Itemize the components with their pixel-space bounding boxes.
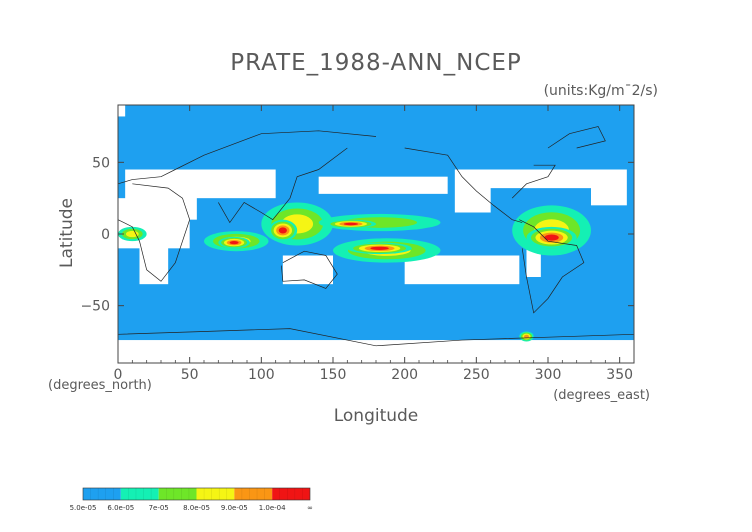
y-axis-label: Latitude xyxy=(57,198,77,268)
dry-region-3 xyxy=(125,169,197,220)
x-tick-label-350: 350 xyxy=(606,367,633,383)
dry-region-4 xyxy=(189,169,276,199)
y-unit-label: (degrees_north) xyxy=(48,378,152,393)
colorbar-label-4: 9.0e-05 xyxy=(221,504,248,512)
coastline-8 xyxy=(547,126,606,149)
coastline-2 xyxy=(218,147,348,224)
colorbar-frame xyxy=(82,487,311,501)
dry-region-5 xyxy=(139,245,169,285)
precip-region-3-level-5 xyxy=(278,227,287,234)
precip-region-10-level-3 xyxy=(125,230,139,238)
coastline-5 xyxy=(519,219,585,314)
dry-region-13 xyxy=(404,255,520,285)
x-tick-label-300: 300 xyxy=(535,367,562,383)
units-label: (units:Kg/m¯2/s) xyxy=(544,83,658,99)
colorbar-swatch-2 xyxy=(158,488,197,500)
precip-region-1-level-5 xyxy=(229,240,239,245)
x-tick-label-0: 0 xyxy=(114,367,123,383)
y-tick-label-0: 0 xyxy=(101,227,110,243)
colorbar-label-5: 1.0e-04 xyxy=(259,504,286,512)
coastline-7 xyxy=(117,328,635,347)
precip-region-11-level-4 xyxy=(524,334,529,339)
colorbar-swatch-0 xyxy=(83,488,121,500)
dry-region-12 xyxy=(591,169,627,206)
y-axis: −50 0 50 xyxy=(80,155,634,315)
coastlines xyxy=(117,126,635,347)
dry-region-0 xyxy=(118,105,126,117)
precip-region-9-level-5 xyxy=(544,234,559,241)
y-tick-label-50: 50 xyxy=(92,155,110,171)
x-unit-label: (degrees_east) xyxy=(553,388,650,403)
x-tick-label-50: 50 xyxy=(181,367,199,383)
coastline-0 xyxy=(117,130,377,185)
dry-region-6 xyxy=(282,255,333,285)
x-tick-label-200: 200 xyxy=(391,367,418,383)
colorbar-swatch-3 xyxy=(196,488,235,500)
coastline-6 xyxy=(511,164,556,199)
x-tick-label-250: 250 xyxy=(463,367,490,383)
colorbar-swatch-1 xyxy=(120,488,159,500)
x-axis: 0 50 100 150 200 250 300 350 xyxy=(114,105,633,383)
colorbar-label-6: ∞ xyxy=(307,504,313,512)
dry-regions xyxy=(118,105,634,363)
coastline-3 xyxy=(281,250,338,289)
precip-region-7-level-5 xyxy=(370,246,389,250)
chart-title: PRATE_1988-ANN_NCEP xyxy=(230,50,522,76)
colorbar: 5.0e-05 6.0e-05 7e-05 8.0e-05 9.0e-05 1.0e-04… xyxy=(70,487,313,512)
x-tick-label-100: 100 xyxy=(248,367,275,383)
colorbar-label-1: 6.0e-05 xyxy=(107,504,134,512)
x-axis-label: Longitude xyxy=(334,406,419,426)
colorbar-swatch-5 xyxy=(272,488,310,500)
coastline-1 xyxy=(117,183,191,282)
y-tick-label--50: −50 xyxy=(80,299,110,315)
colorbar-swatch-4 xyxy=(234,488,273,500)
precipitation-regions xyxy=(117,202,591,342)
x-tick-label-150: 150 xyxy=(320,367,347,383)
plot-area xyxy=(117,104,635,364)
precip-region-5-level-5 xyxy=(343,222,359,226)
coastline-4 xyxy=(404,147,523,223)
colorbar-label-0: 5.0e-05 xyxy=(70,504,97,512)
colorbar-label-3: 8.0e-05 xyxy=(183,504,210,512)
colorbar-label-2: 7e-05 xyxy=(149,504,169,512)
dry-region-9 xyxy=(118,340,634,363)
dry-region-10 xyxy=(318,176,448,194)
dry-region-11 xyxy=(476,169,591,189)
